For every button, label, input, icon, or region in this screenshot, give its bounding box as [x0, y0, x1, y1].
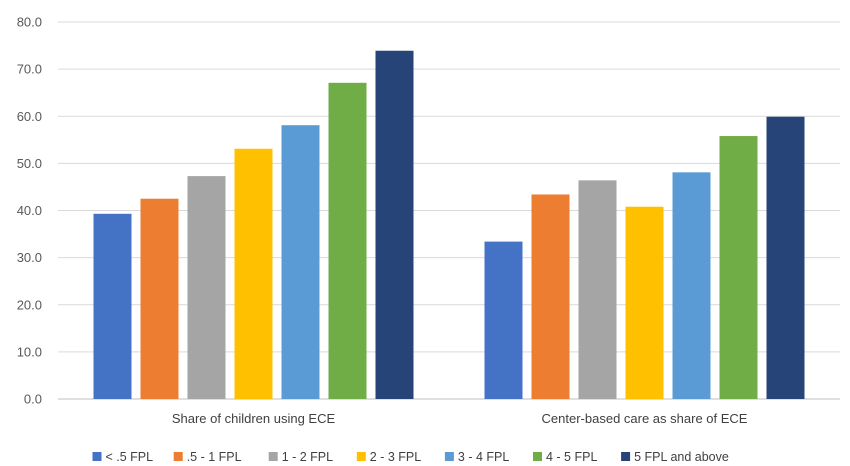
x-category-label: Center-based care as share of ECE — [542, 411, 748, 426]
x-category-label: Share of children using ECE — [172, 411, 336, 426]
y-tick-label: 0.0 — [24, 392, 42, 407]
bar — [719, 136, 758, 400]
y-tick-label: 60.0 — [17, 109, 42, 124]
bar — [328, 82, 367, 399]
legend-swatch — [444, 452, 454, 461]
legend-item: 5 FPL and above — [621, 450, 729, 464]
legend-label: 2 - 3 FPL — [370, 450, 421, 464]
legend-swatch — [533, 452, 542, 461]
legend-swatch — [92, 452, 102, 461]
legend-item: 1 - 2 FPL — [268, 450, 333, 464]
bar — [625, 206, 664, 399]
legend-item: .5 - 1 FPL — [173, 450, 242, 464]
legend-swatch — [268, 452, 278, 461]
y-tick-label: 70.0 — [17, 62, 42, 77]
bar — [375, 50, 414, 400]
legend-label: < .5 FPL — [106, 450, 154, 464]
bar — [531, 194, 570, 399]
y-tick-label: 10.0 — [17, 344, 42, 359]
legend-label: 4 - 5 FPL — [546, 450, 597, 464]
bar — [672, 172, 711, 399]
legend: < .5 FPL .5 - 1 FPL 1 - 2 FPL 2 - 3 FPL 3 - … — [92, 450, 729, 464]
y-tick-label: 30.0 — [17, 250, 42, 265]
legend-item: 2 - 3 FPL — [356, 450, 421, 464]
x-axis: Share of children using ECE Center-based … — [172, 411, 748, 426]
legend-swatch — [621, 452, 631, 461]
legend-label: 1 - 2 FPL — [282, 450, 333, 464]
legend-swatch — [356, 452, 366, 461]
bar — [484, 241, 523, 399]
y-tick-label: 20.0 — [17, 297, 42, 312]
legend-label: 5 FPL and above — [634, 450, 729, 464]
legend-label: .5 - 1 FPL — [187, 450, 242, 464]
bar — [766, 116, 805, 399]
y-tick-label: 40.0 — [17, 203, 42, 218]
y-tick-label: 50.0 — [17, 156, 42, 171]
bar — [578, 180, 617, 399]
y-axis: 0.0 10.0 20.0 30.0 40.0 50.0 60.0 70.0 80.0 — [17, 15, 42, 407]
bar — [93, 213, 132, 399]
legend-label: 3 - 4 FPL — [458, 450, 509, 464]
bar — [281, 125, 320, 400]
bar — [140, 198, 179, 399]
legend-item: 3 - 4 FPL — [444, 450, 509, 464]
legend-item: 4 - 5 FPL — [533, 450, 597, 464]
bar — [187, 176, 226, 399]
legend-swatch — [173, 452, 183, 461]
bars — [93, 50, 805, 400]
bar — [234, 148, 273, 399]
y-tick-label: 80.0 — [17, 15, 42, 30]
legend-item: < .5 FPL — [92, 450, 154, 464]
